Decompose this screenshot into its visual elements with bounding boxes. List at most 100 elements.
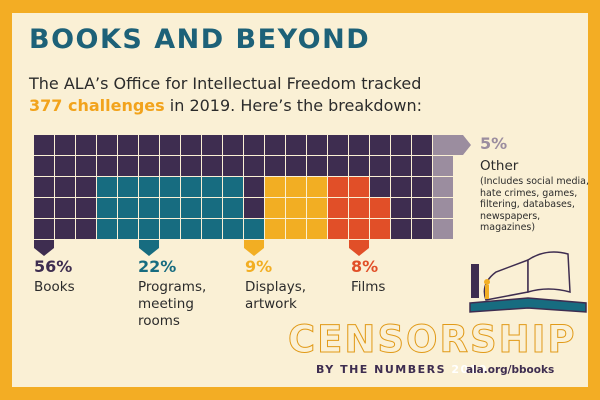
waffle-cell-programs [118, 177, 138, 197]
pointer-films [349, 240, 369, 256]
waffle-cell-books [97, 156, 117, 176]
waffle-cell-books [223, 135, 243, 155]
waffle-cell-books [307, 156, 327, 176]
waffle-cell-books [118, 135, 138, 155]
waffle-cell-programs [223, 198, 243, 218]
other-description: (Includes social media, hate crimes, gam… [480, 176, 589, 233]
waffle-cell-books [202, 156, 222, 176]
waffle-cell-books [244, 135, 264, 155]
waffle-cell-books [328, 156, 348, 176]
intro-line1: The ALA’s Office for Intellectual Freedo… [29, 74, 422, 93]
books-label: Books [34, 279, 75, 295]
waffle-cell-displays [307, 177, 327, 197]
waffle-cell-programs [244, 219, 264, 239]
waffle-cell-books [391, 135, 411, 155]
waffle-cell-programs [160, 177, 180, 197]
films-percent: 8% [351, 257, 379, 276]
waffle-cell-books [34, 219, 54, 239]
pointer-books [34, 240, 54, 256]
waffle-cell-books [76, 156, 96, 176]
waffle-cell-books [139, 156, 159, 176]
waffle-cell-books [34, 177, 54, 197]
waffle-cell-programs [97, 198, 117, 218]
waffle-cell-programs [181, 177, 201, 197]
waffle-cell-books [160, 135, 180, 155]
waffle-cell-displays [265, 198, 285, 218]
waffle-cell-books [286, 156, 306, 176]
waffle-cell-displays [265, 177, 285, 197]
waffle-cell-books [34, 156, 54, 176]
waffle-cell-books [76, 198, 96, 218]
waffle-cell-films [370, 219, 390, 239]
waffle-cell-books [55, 135, 75, 155]
waffle-cell-displays [307, 219, 327, 239]
waffle-cell-programs [97, 219, 117, 239]
waffle-cell-books [181, 156, 201, 176]
waffle-cell-books [412, 177, 432, 197]
waffle-cell-films [328, 198, 348, 218]
waffle-cell-films [370, 198, 390, 218]
programs-label: Programs, meeting rooms [138, 279, 206, 330]
waffle-cell-programs [139, 177, 159, 197]
programs-label-line3: rooms [138, 313, 180, 329]
waffle-cell-books [370, 156, 390, 176]
page-title: BOOKS AND BEYOND [29, 24, 371, 55]
waffle-cell-programs [202, 177, 222, 197]
waffle-cell-programs [223, 219, 243, 239]
programs-percent: 22% [138, 257, 177, 276]
waffle-cell-other [433, 219, 453, 239]
waffle-cell-programs [202, 198, 222, 218]
programs-label-line1: Programs, [138, 279, 207, 295]
waffle-cell-books [76, 177, 96, 197]
displays-percent: 9% [245, 257, 273, 276]
brand-subtitle: BY THE NUMBERS 2019 [316, 363, 488, 376]
brand-url[interactable]: ala.org/bbooks [466, 364, 555, 376]
waffle-cell-books [160, 156, 180, 176]
waffle-cell-books [286, 135, 306, 155]
waffle-cell-films [328, 177, 348, 197]
waffle-cell-programs [223, 177, 243, 197]
brand-year: 2019 [451, 363, 488, 376]
waffle-cell-films [328, 219, 348, 239]
waffle-cell-books [244, 156, 264, 176]
waffle-cell-programs [118, 198, 138, 218]
waffle-cell-books [370, 177, 390, 197]
waffle-cell-books [202, 135, 222, 155]
pointer-other [453, 135, 471, 155]
waffle-cell-programs [97, 177, 117, 197]
waffle-cell-books [265, 156, 285, 176]
waffle-cell-displays [286, 219, 306, 239]
films-label: Films [351, 279, 386, 295]
waffle-cell-books [307, 135, 327, 155]
waffle-cell-films [349, 219, 369, 239]
waffle-cell-other [433, 135, 453, 155]
waffle-cell-books [412, 135, 432, 155]
waffle-cell-displays [286, 198, 306, 218]
waffle-cell-films [349, 177, 369, 197]
waffle-cell-books [412, 156, 432, 176]
other-label: Other [480, 158, 519, 174]
displays-label-line2: artwork [245, 296, 297, 312]
brand-subtitle-text: BY THE NUMBERS [316, 363, 447, 376]
waffle-cell-books [370, 135, 390, 155]
waffle-cell-displays [286, 177, 306, 197]
pointer-displays [244, 240, 264, 256]
waffle-cell-books [55, 198, 75, 218]
waffle-cell-other [433, 198, 453, 218]
waffle-cell-books [349, 156, 369, 176]
waffle-cell-books [265, 135, 285, 155]
waffle-cell-books [244, 177, 264, 197]
intro-text: The ALA’s Office for Intellectual Freedo… [29, 73, 509, 117]
waffle-cell-films [349, 198, 369, 218]
waffle-cell-books [412, 198, 432, 218]
pointer-programs [139, 240, 159, 256]
waffle-cell-programs [139, 198, 159, 218]
programs-label-line2: meeting [138, 296, 194, 312]
waffle-cell-programs [118, 219, 138, 239]
waffle-cell-books [244, 198, 264, 218]
waffle-cell-books [181, 135, 201, 155]
waffle-cell-books [76, 135, 96, 155]
waffle-cell-books [391, 156, 411, 176]
